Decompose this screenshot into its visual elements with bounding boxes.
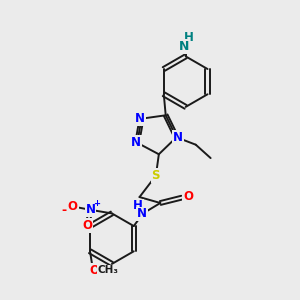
Text: S: S bbox=[152, 169, 160, 182]
Text: O: O bbox=[82, 219, 92, 232]
Text: -: - bbox=[62, 204, 67, 217]
Text: O: O bbox=[183, 190, 193, 203]
Text: N: N bbox=[136, 208, 147, 220]
Text: N: N bbox=[85, 203, 95, 216]
Text: N: N bbox=[131, 136, 141, 149]
Text: O: O bbox=[68, 200, 78, 213]
Text: N: N bbox=[135, 112, 145, 125]
Text: H: H bbox=[184, 31, 194, 44]
Text: CH₃: CH₃ bbox=[98, 265, 119, 275]
Text: H: H bbox=[133, 200, 143, 212]
Text: +: + bbox=[94, 199, 100, 208]
Text: N: N bbox=[179, 40, 189, 53]
Text: N: N bbox=[173, 131, 183, 144]
Text: O: O bbox=[89, 264, 100, 277]
